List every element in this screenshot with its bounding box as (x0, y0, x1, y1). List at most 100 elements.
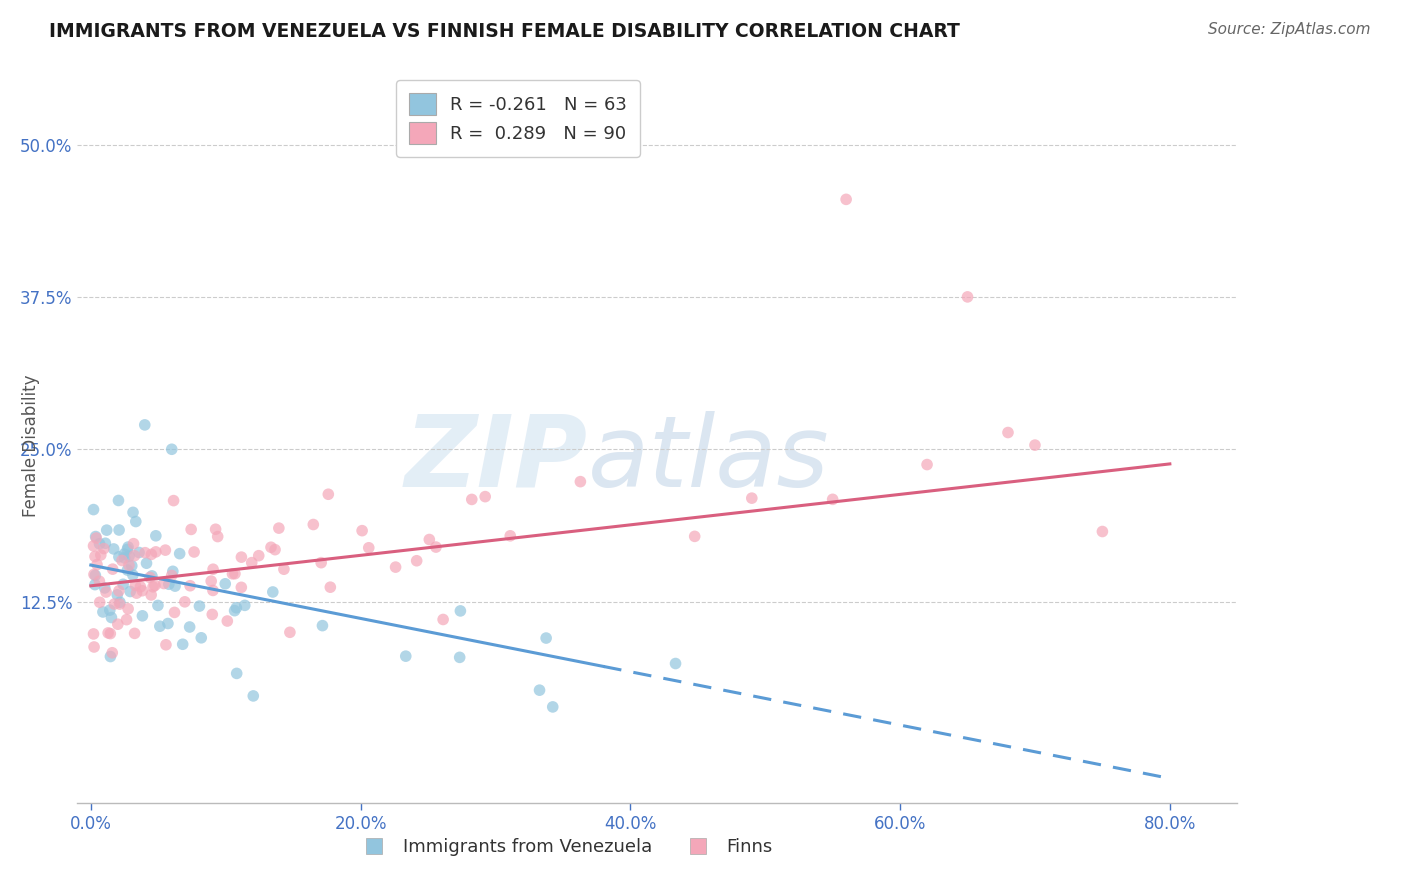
Point (153, 576, 176, 591)
Point (183, 545, 205, 559)
Point (108, 523, 131, 537)
Point (145, 529, 167, 543)
Point (835, 192, 858, 206)
Point (915, 458, 938, 472)
Point (262, 585, 284, 599)
Point (278, 625, 301, 640)
Point (179, 620, 201, 634)
Point (425, 540, 447, 554)
Point (89, 574, 111, 589)
Point (172, 637, 194, 651)
Point (165, 579, 187, 593)
Point (357, 541, 380, 555)
Point (117, 563, 139, 577)
Point (225, 666, 247, 681)
Point (541, 699, 564, 714)
Point (162, 493, 184, 508)
Point (156, 616, 179, 631)
Point (94, 585, 117, 599)
Point (84, 549, 107, 564)
Point (117, 542, 139, 557)
Point (120, 584, 142, 599)
Point (180, 523, 202, 537)
Point (108, 597, 131, 611)
Point (142, 580, 165, 594)
Text: IMMIGRANTS FROM VENEZUELA VS FINNISH FEMALE DISABILITY CORRELATION CHART: IMMIGRANTS FROM VENEZUELA VS FINNISH FEM… (49, 22, 960, 41)
Point (190, 631, 212, 645)
Point (93, 581, 115, 595)
Point (122, 505, 145, 519)
Point (83, 627, 105, 641)
Point (108, 549, 131, 564)
Point (1024, 438, 1046, 452)
Point (384, 560, 406, 574)
Point (103, 597, 125, 611)
Point (86, 558, 108, 572)
Point (155, 638, 177, 652)
Point (108, 595, 131, 609)
Point (302, 517, 325, 532)
Point (418, 533, 440, 547)
Point (112, 577, 135, 591)
Point (188, 599, 211, 613)
Point (93, 541, 115, 556)
Point (103, 541, 125, 556)
Text: ZIP: ZIP (405, 410, 588, 508)
Point (122, 568, 145, 582)
Text: Source: ZipAtlas.com: Source: ZipAtlas.com (1208, 22, 1371, 37)
Point (107, 617, 129, 632)
Point (224, 566, 246, 581)
Point (683, 529, 706, 543)
Point (309, 556, 332, 570)
Point (499, 529, 522, 543)
Point (311, 618, 333, 632)
Point (84, 577, 107, 591)
Point (149, 619, 172, 633)
Point (97, 626, 120, 640)
Point (202, 562, 225, 576)
Point (117, 602, 139, 616)
Point (125, 586, 148, 600)
Point (139, 570, 162, 584)
Point (141, 569, 163, 583)
Point (449, 650, 471, 665)
Point (83, 502, 105, 516)
Point (141, 588, 163, 602)
Point (741, 491, 763, 505)
Point (163, 606, 186, 620)
Point (111, 553, 134, 567)
Point (96, 523, 118, 537)
Point (131, 608, 153, 623)
Point (461, 492, 484, 507)
Point (129, 580, 152, 594)
Point (94, 536, 117, 550)
Point (997, 425, 1019, 440)
Point (145, 545, 167, 559)
Point (84, 568, 107, 582)
Point (124, 549, 146, 563)
Point (84, 529, 107, 543)
Point (118, 558, 141, 573)
Point (821, 492, 844, 507)
Point (267, 521, 290, 535)
Point (98, 626, 121, 640)
Point (98, 603, 121, 617)
Point (1091, 524, 1114, 539)
Point (122, 536, 145, 550)
Point (201, 583, 224, 598)
Point (247, 549, 270, 563)
Point (240, 556, 263, 570)
Point (135, 556, 157, 570)
Point (118, 549, 141, 563)
Point (83, 539, 105, 553)
Point (124, 578, 146, 592)
Point (143, 578, 166, 592)
Point (214, 576, 236, 591)
Text: Female Disability: Female Disability (22, 375, 39, 517)
Point (89, 537, 111, 551)
Point (160, 442, 183, 457)
Point (107, 493, 129, 508)
Point (83, 640, 105, 654)
Point (157, 577, 180, 591)
Point (224, 604, 246, 618)
